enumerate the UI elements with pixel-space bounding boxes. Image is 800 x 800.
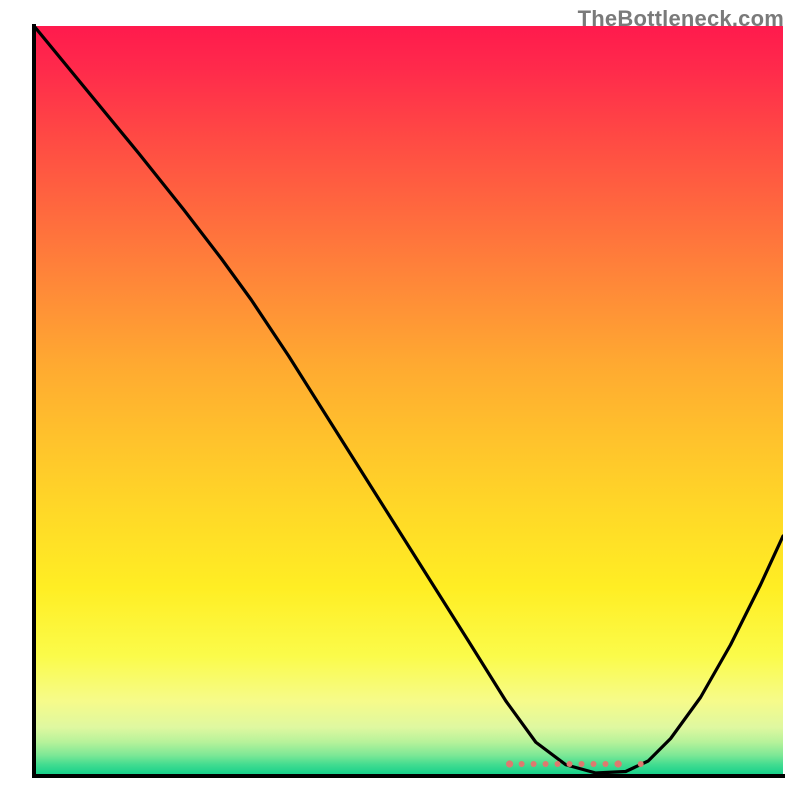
bottleneck-chart — [0, 0, 800, 800]
watermark-text: TheBottleneck.com — [578, 6, 784, 32]
plot-background — [34, 26, 783, 776]
chart-container — [0, 0, 800, 800]
